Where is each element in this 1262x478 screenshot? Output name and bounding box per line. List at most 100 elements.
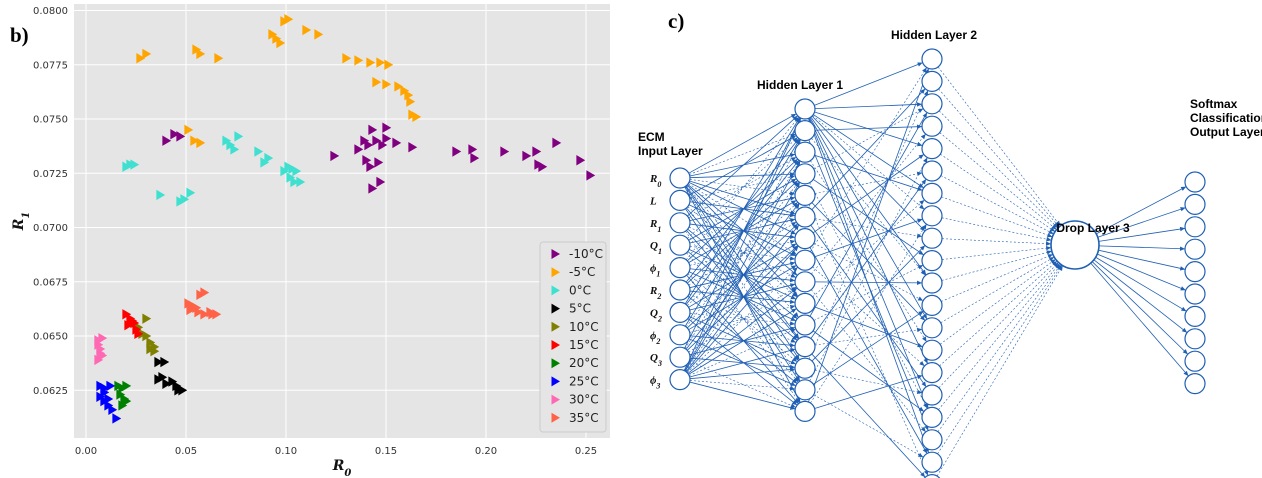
network-connection [684,117,801,305]
network-connection [1093,259,1188,333]
network-node [921,272,943,294]
layer-title: ECM [638,130,665,144]
connection-arrowhead [918,406,924,412]
connection-arrowhead [1054,221,1060,227]
connection-arrowhead [789,348,796,353]
network-connection [687,137,798,239]
connection-arrowhead [790,273,796,278]
data-point [394,81,404,92]
data-point [576,155,586,166]
network-connection [809,182,928,409]
y-tick-label: 0.0700 [33,223,68,234]
connection-arrowhead [918,154,924,160]
data-point [122,395,132,407]
network-connection [687,287,798,374]
network-node [921,250,943,272]
connection-arrowhead [920,133,926,140]
network-connection [940,256,1055,324]
network-node [794,271,816,293]
layer-title: Classification [1190,111,1262,125]
y-tick-label: 0.0750 [33,115,68,126]
network-node [921,205,943,227]
data-point [382,79,392,90]
network-connection [688,293,797,343]
network-connection [811,115,926,232]
connection-arrowhead [790,113,797,119]
data-point [94,354,104,366]
y-tick-label: 0.0775 [33,60,68,71]
network-node [923,474,941,478]
connection-arrowhead [1046,233,1053,238]
legend-label: 5°C [569,302,591,316]
input-label: Q2 [650,307,662,323]
connection-arrowhead [789,405,796,410]
network-connection [810,224,927,388]
network-connection [808,118,929,409]
network-node [921,406,943,428]
connection-arrowhead [917,62,923,67]
connection-arrowhead [919,361,925,366]
network-connection [814,306,923,348]
x-tick-label: 0.05 [175,446,197,457]
network-connection [1098,227,1186,242]
data-point [392,137,402,149]
data-point [500,146,510,157]
x-tick-label: 0.20 [475,446,497,457]
legend-label: 25°C [569,374,599,388]
data-point [142,313,152,324]
connection-arrowhead [791,378,798,384]
connection-arrowhead [790,178,797,184]
connection-arrowhead [793,333,799,339]
network-node [669,167,691,189]
network-node [1184,328,1206,350]
connection-arrowhead [789,299,796,304]
network-connection [689,380,796,390]
connection-arrowhead [921,179,927,185]
network-connection [808,117,929,364]
connection-arrowhead [791,308,797,314]
connection-arrowhead [1047,254,1053,259]
connection-arrowhead [792,137,798,143]
network-connection [812,154,925,234]
legend-marker [551,412,560,423]
connection-arrowhead [793,398,799,404]
network-connection [814,172,923,194]
network-node [921,70,943,93]
data-point [196,137,206,149]
connection-arrowhead [790,360,796,365]
network-node [794,357,816,379]
network-connection [813,310,924,385]
legend-marker [551,249,560,259]
scatter-plot: 0.0625 0.0650 0.0675 0.0700 0.0725 0.0750 0.07… [11,4,610,478]
network-connection [939,260,1058,367]
panel-label-b: b) [10,23,29,47]
connection-arrowhead [791,313,798,319]
network-connection [689,381,796,410]
connection-arrowhead [917,342,923,348]
data-point [372,135,382,146]
connection-arrowhead [1046,250,1052,255]
data-point [230,144,240,155]
connection-arrowhead [789,239,796,245]
connection-arrowhead [1181,327,1188,333]
network-node [794,206,816,228]
network-connection [683,117,802,371]
network-connection [813,394,924,458]
connection-arrowhead [792,202,798,208]
data-point [136,53,146,64]
network-connection [687,202,798,306]
network-node [1184,216,1206,238]
connection-arrowhead [920,426,926,433]
network-connection [1097,207,1186,238]
network-connection [811,245,926,362]
connection-arrowhead [917,218,923,223]
connection-arrowhead [1180,207,1186,212]
connection-arrowhead [922,112,928,118]
network-connection [811,138,926,276]
data-point [372,76,382,88]
x-tick-label: 0.25 [575,446,597,457]
network-connection [939,132,1057,230]
network-node [794,292,816,314]
network-connection [684,160,801,372]
